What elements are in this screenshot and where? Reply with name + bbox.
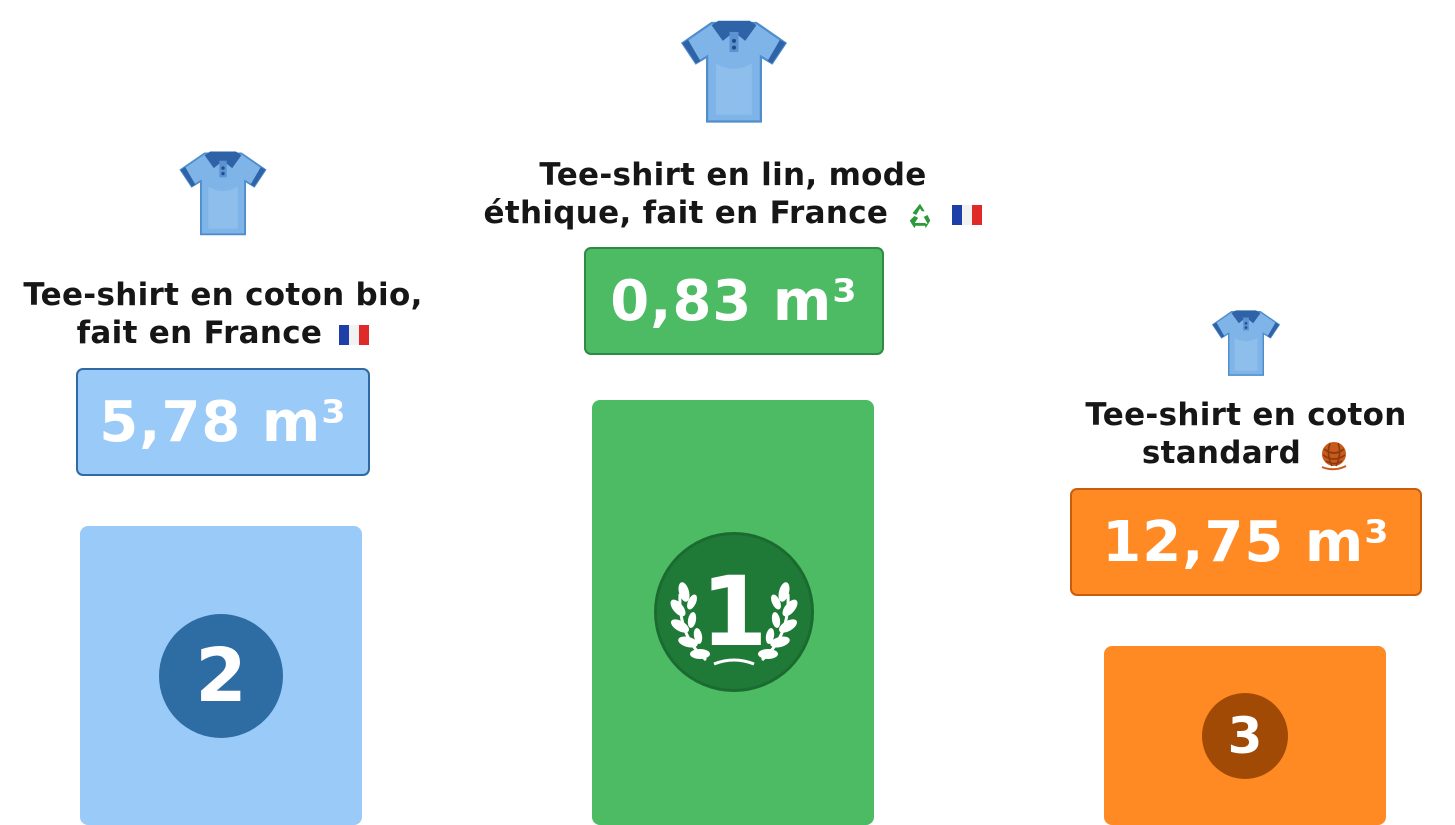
yarn-ball-icon bbox=[1318, 439, 1350, 471]
value-box: 0,83 m³ bbox=[584, 247, 884, 355]
product-title-line-1: Tee-shirt en lin, mode bbox=[539, 157, 927, 193]
product-title: Tee-shirt en coton bio, fait en France bbox=[0, 276, 446, 352]
product-title: Tee-shirt en coton standard bbox=[1040, 396, 1452, 472]
france-flag-icon bbox=[339, 325, 369, 345]
value-label: 12,75 m³ bbox=[1102, 509, 1390, 575]
value-box: 12,75 m³ bbox=[1070, 488, 1422, 596]
product-title-line-1: Tee-shirt en coton bio, bbox=[23, 277, 423, 313]
value-label: 0,83 m³ bbox=[610, 268, 858, 334]
france-flag-icon bbox=[952, 205, 982, 225]
product-title-line-2: standard bbox=[1141, 435, 1302, 471]
rank-label: 2 bbox=[195, 633, 247, 719]
laurel-wreath-icon bbox=[670, 582, 798, 666]
value-label: 5,78 m³ bbox=[99, 389, 347, 455]
rank-label: 3 bbox=[1227, 707, 1263, 765]
product-title: Tee-shirt en lin, mode éthique, fait en … bbox=[470, 156, 996, 232]
tee-shirt-icon bbox=[1210, 306, 1282, 378]
value-box: 5,78 m³ bbox=[76, 368, 370, 476]
rank-badge: 3 bbox=[1202, 693, 1288, 779]
tee-shirt-icon bbox=[678, 14, 790, 126]
rank-badge: 1 bbox=[654, 532, 814, 692]
recycle-icon bbox=[905, 200, 935, 230]
product-title-line-1: Tee-shirt en coton bbox=[1085, 397, 1407, 433]
product-title-line-2: fait en France bbox=[76, 315, 323, 351]
rank-badge: 2 bbox=[159, 614, 283, 738]
rank-label: 1 bbox=[700, 556, 768, 668]
tee-shirt-icon bbox=[176, 146, 270, 238]
product-title-line-2: éthique, fait en France bbox=[483, 195, 889, 231]
